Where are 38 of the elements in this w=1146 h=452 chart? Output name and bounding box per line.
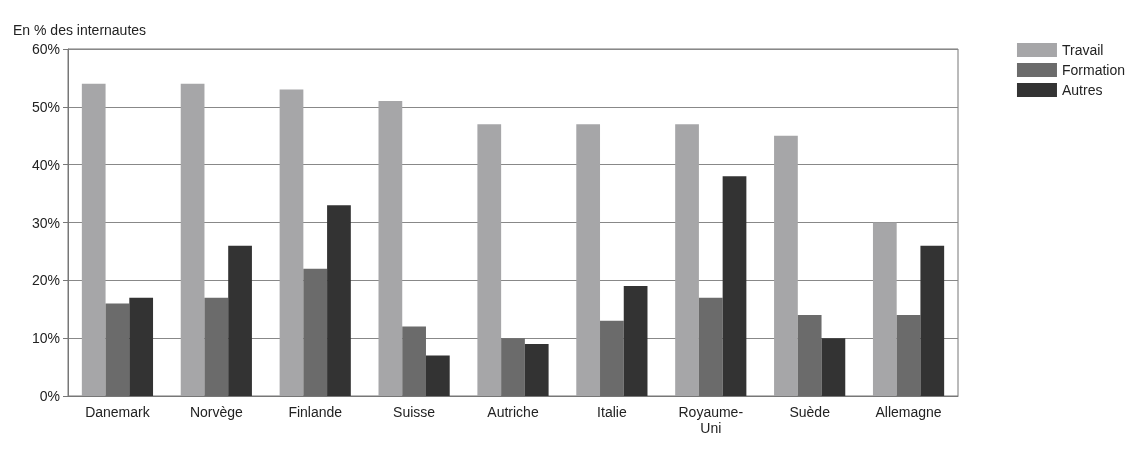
bar [774, 135, 798, 396]
bar [180, 83, 205, 396]
x-tick-label: Royaume-Uni [678, 404, 744, 436]
bar [81, 83, 106, 396]
bar [524, 343, 549, 396]
bar [722, 176, 747, 396]
y-tick-label: 40% [31, 156, 60, 173]
bar [378, 101, 403, 396]
bar [327, 205, 351, 396]
x-tick-label: Autriche [487, 404, 539, 420]
y-tick-label: 0% [39, 388, 60, 404]
y-tick-label: 10% [31, 330, 60, 347]
bar [920, 245, 945, 396]
x-tick-label: Danemark [85, 404, 151, 420]
x-tick-label: Norvège [189, 404, 243, 420]
y-axis-title: En % des internautes [13, 22, 147, 38]
bar [821, 338, 846, 396]
legend-label: Formation [1061, 62, 1126, 78]
bar [279, 89, 304, 396]
bar [623, 286, 648, 396]
bar [477, 124, 502, 396]
x-tick-label: Italie [597, 404, 627, 420]
x-tick-label: Finlande [288, 404, 343, 420]
bar [872, 222, 897, 396]
x-tick-label: Suisse [393, 404, 436, 420]
y-tick-label: 60% [31, 41, 60, 57]
y-tick-label: 30% [31, 214, 60, 231]
legend-label: Travail [1061, 42, 1104, 58]
y-tick-label: 20% [31, 272, 60, 289]
bar [425, 355, 450, 396]
bar [129, 297, 154, 396]
bar [675, 124, 699, 396]
bar [576, 124, 601, 396]
y-tick-label: 50% [31, 98, 60, 115]
bar [228, 245, 252, 396]
legend-label: Autres [1061, 82, 1103, 98]
x-tick-label: Allemagne [875, 404, 942, 420]
x-tick-label: Suède [789, 404, 831, 420]
